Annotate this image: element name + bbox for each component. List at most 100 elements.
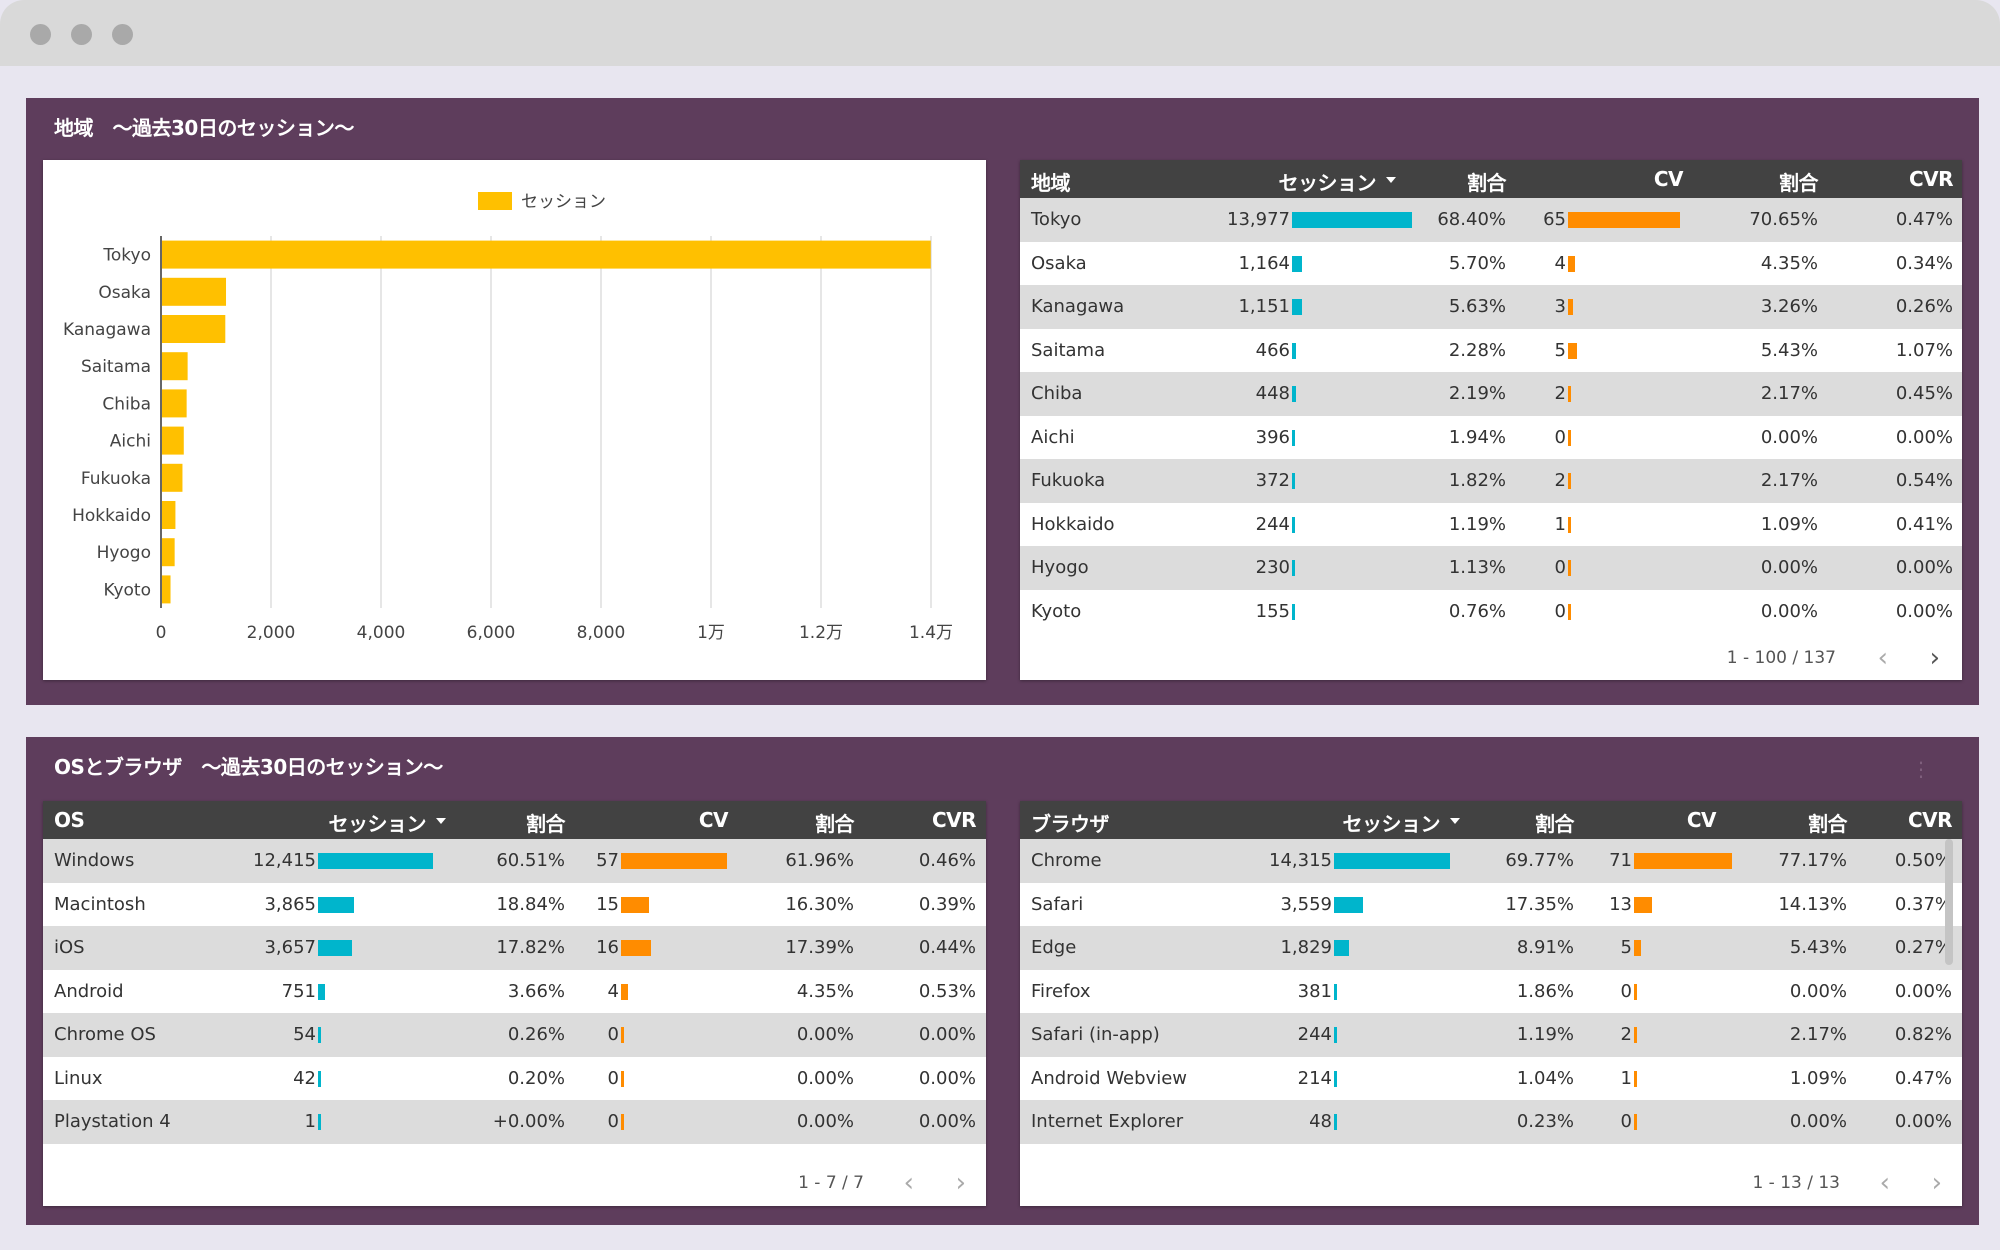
bar-hokkaido[interactable] [162, 501, 176, 529]
column-header-cv[interactable]: CV [698, 808, 729, 832]
column-header-share1[interactable]: 割合 [1535, 812, 1575, 836]
y-category-label: Saitama [81, 357, 151, 377]
table-row[interactable]: Kanagawa 1,151 5.63% 3 3.26% 0.26% [1020, 285, 1962, 329]
cvr-value: 0.39% [918, 893, 976, 915]
table-row[interactable]: iOS 3,657 17.82% 16 17.39% 0.44% [43, 926, 986, 970]
table-row[interactable]: Chrome OS 54 0.26% 0 0.00% 0.00% [43, 1013, 986, 1057]
window-close-button[interactable] [30, 24, 51, 45]
table-row[interactable]: Firefox 381 1.86% 0 0.00% 0.00% [1020, 970, 1962, 1014]
cv-value: 71 [1609, 850, 1632, 871]
table-row[interactable]: Playstation 4 1 +0.00% 0 0.00% 0.00% [43, 1100, 986, 1144]
table-row[interactable]: Aichi 396 1.94% 0 0.00% 0.00% [1020, 416, 1962, 460]
bar-fukuoka[interactable] [162, 463, 183, 492]
bar-kyoto[interactable] [162, 575, 171, 604]
table-row[interactable]: Chrome 14,315 69.77% 71 77.17% 0.50% [1020, 839, 1962, 883]
column-header-cv[interactable]: CV [1686, 808, 1717, 832]
sort-desc-icon[interactable] [436, 818, 446, 824]
table-row[interactable]: Saitama 466 2.28% 5 5.43% 1.07% [1020, 329, 1962, 373]
prev-page-icon[interactable]: ‹ [1877, 643, 1888, 673]
bar-hyogo[interactable] [162, 538, 175, 567]
next-page-icon[interactable]: › [955, 1168, 966, 1198]
table-row[interactable]: Safari (in-app) 244 1.19% 2 2.17% 0.82% [1020, 1013, 1962, 1057]
bar-saitama[interactable] [162, 352, 188, 381]
next-page-icon[interactable]: › [1931, 1168, 1942, 1198]
column-header-share1[interactable]: 割合 [1467, 171, 1507, 195]
table-row[interactable]: Hyogo 230 1.13% 0 0.00% 0.00% [1020, 546, 1962, 590]
table-row[interactable]: Osaka 1,164 5.70% 4 4.35% 0.34% [1020, 242, 1962, 286]
sessions-value: 214 [1297, 1067, 1332, 1089]
sessions-value: 14,315 [1269, 850, 1332, 871]
sessions-bar [318, 940, 352, 956]
column-header-share2[interactable]: 割合 [1779, 171, 1819, 195]
column-header-share2[interactable]: 割合 [1808, 812, 1848, 836]
row-label: Android [54, 980, 124, 1002]
table-row[interactable]: Macintosh 3,865 18.84% 15 16.30% 0.39% [43, 883, 986, 927]
table-row[interactable]: Hokkaido 244 1.19% 1 1.09% 0.41% [1020, 503, 1962, 547]
bar-kanagawa[interactable] [162, 315, 226, 343]
session-share-value: 18.84% [496, 893, 565, 915]
cv-value: 0 [607, 1067, 619, 1089]
table-row[interactable]: Windows 12,415 60.51% 57 61.96% 0.46% [43, 839, 986, 883]
table-row[interactable]: Tokyo 13,977 68.40% 65 70.65% 0.47% [1020, 198, 1962, 242]
table-row[interactable]: Fukuoka 372 1.82% 2 2.17% 0.54% [1020, 459, 1962, 503]
os-browser-panel-title: OSとブラウザ ～過去30日のセッション～ [54, 755, 443, 779]
x-tick-label: 1.2万 [799, 623, 843, 643]
table-row[interactable]: Android Webview 214 1.04% 1 1.09% 0.47% [1020, 1057, 1962, 1101]
cv-share-value: 1.09% [1760, 513, 1818, 535]
cv-value: 1 [1554, 513, 1566, 535]
column-header-sessions[interactable]: セッション [1342, 812, 1441, 836]
bar-osaka[interactable] [162, 277, 227, 306]
bar-tokyo[interactable] [162, 240, 931, 269]
sessions-bar [1292, 473, 1296, 489]
cv-bar [1568, 212, 1680, 228]
column-header-share1[interactable]: 割合 [526, 812, 566, 836]
prev-page-icon[interactable]: ‹ [1879, 1168, 1890, 1198]
cv-share-value: 77.17% [1778, 850, 1847, 871]
prev-page-icon[interactable]: ‹ [903, 1168, 914, 1198]
cv-value: 0 [1620, 1111, 1632, 1132]
row-label: Safari [1031, 893, 1084, 915]
sessions-value: 396 [1255, 426, 1290, 448]
column-header-sessions[interactable]: セッション [328, 812, 427, 836]
os-table: OS セッション 割合 CV 割合 CVR Windows 12,415 60.51% 57 61… [43, 801, 986, 1206]
sessions-bar [1292, 212, 1412, 228]
row-label: Hokkaido [1031, 513, 1115, 535]
column-header-cvr[interactable]: CVR [931, 808, 977, 832]
cv-value: 3 [1554, 296, 1566, 317]
table-row[interactable]: Linux 42 0.20% 0 0.00% 0.00% [43, 1057, 986, 1101]
browser-table-scrollbar[interactable] [1945, 839, 1953, 965]
table-row[interactable]: Edge 1,829 8.91% 5 5.43% 0.27% [1020, 926, 1962, 970]
table-row[interactable]: Chiba 448 2.19% 2 2.17% 0.45% [1020, 372, 1962, 416]
column-header-cv[interactable]: CV [1653, 167, 1684, 191]
x-tick-label: 2,000 [247, 623, 296, 643]
column-header-dim[interactable]: 地域 [1031, 171, 1071, 195]
sessions-value: 1,829 [1280, 937, 1332, 958]
sessions-bar [1292, 603, 1295, 620]
column-header-share2[interactable]: 割合 [815, 812, 855, 836]
table-row[interactable]: Safari 3,559 17.35% 13 14.13% 0.37% [1020, 883, 1962, 927]
table-row[interactable]: Kyoto 155 0.76% 0 0.00% 0.00% [1020, 590, 1962, 634]
sort-desc-icon[interactable] [1386, 177, 1396, 183]
cv-value: 0 [1554, 426, 1566, 448]
column-header-dim[interactable]: OS [54, 808, 85, 832]
cv-value: 0 [1554, 600, 1566, 622]
column-header-dim[interactable]: ブラウザ [1031, 812, 1110, 836]
cv-share-value: 0.00% [1789, 980, 1847, 1002]
more-options-icon[interactable]: ⋮ [1911, 757, 1931, 781]
bar-chiba[interactable] [162, 389, 187, 418]
column-header-cvr[interactable]: CVR [1908, 167, 1954, 191]
browser-table-pager-text: 1 - 13 / 13 [1752, 1173, 1840, 1193]
table-row[interactable]: Internet Explorer 48 0.23% 0 0.00% 0.00% [1020, 1100, 1962, 1144]
column-header-sessions[interactable]: セッション [1278, 171, 1377, 195]
session-share-value: 1.04% [1516, 1067, 1574, 1089]
bar-aichi[interactable] [162, 426, 184, 455]
row-label: Windows [54, 850, 135, 871]
column-header-cvr[interactable]: CVR [1907, 808, 1953, 832]
cvr-value: 0.50% [1894, 850, 1952, 871]
row-label: Kanagawa [1031, 296, 1125, 317]
window-maximize-button[interactable] [112, 24, 133, 45]
next-page-icon[interactable]: › [1929, 643, 1940, 673]
sort-desc-icon[interactable] [1450, 818, 1460, 824]
window-minimize-button[interactable] [71, 24, 92, 45]
table-row[interactable]: Android 751 3.66% 4 4.35% 0.53% [43, 970, 986, 1014]
